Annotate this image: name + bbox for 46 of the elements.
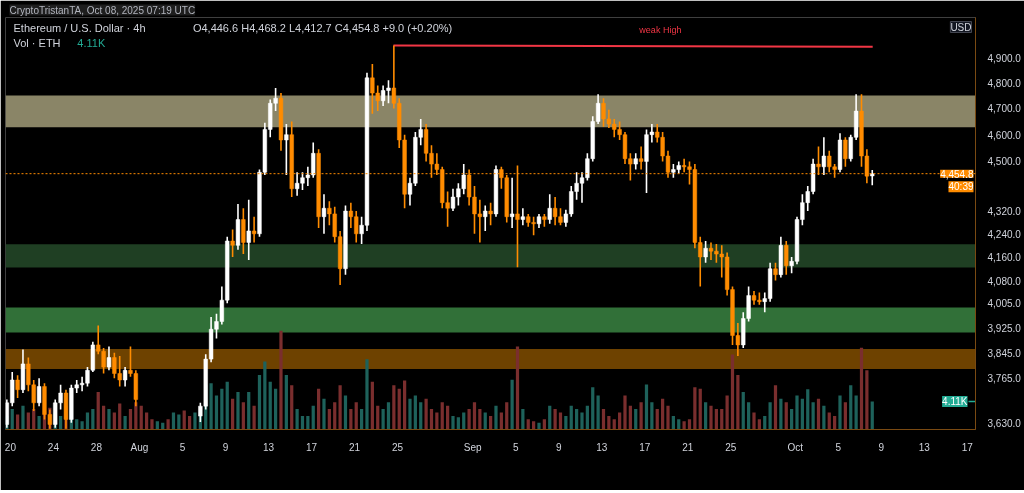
y-tick-label: 4,700.0 — [987, 103, 1022, 115]
x-tick-label: 17 — [305, 441, 318, 453]
y-tick-label: 3,765.0 — [987, 373, 1022, 385]
y-tick-label: 4,080.0 — [987, 275, 1022, 287]
y-tick-label: 4,320.0 — [987, 206, 1022, 218]
y2-tick-label: 4.11K — [942, 396, 968, 408]
y-tick-label: 4,005.0 — [987, 298, 1022, 310]
x-tick-label: 24 — [47, 441, 60, 453]
y-tick-label: 3,630.0 — [987, 417, 1022, 429]
annotation: weak High — [638, 25, 682, 36]
x-tick-label: 5 — [835, 441, 842, 453]
text: CryptoTristanTA, Oct 08, 2025 07:19 UTC — [9, 4, 196, 16]
x-tick-label: 13 — [262, 441, 275, 453]
x-tick-label: 5 — [512, 441, 519, 453]
ref-line-label: 4,454.8 — [940, 168, 974, 180]
x-tick-label: 13 — [596, 441, 608, 453]
x-tick-label: 17 — [961, 441, 974, 453]
y-tick-label: 4,800.0 — [987, 77, 1022, 89]
x-tick-label: 28 — [90, 441, 103, 453]
y-axis-title: USD — [950, 21, 972, 33]
x-tick-label: 21 — [348, 441, 361, 453]
y-tick-label: 3,925.0 — [987, 322, 1022, 334]
chart-subtitle: O4,446.6 H4,468.2 L4,412.7 C4,454.8 +9.0 (+0.20%) — [192, 21, 453, 34]
x-tick-label: Sep — [463, 441, 483, 453]
x-tick-label: 21 — [682, 441, 694, 453]
x-tick-label: 13 — [918, 441, 931, 453]
x-tick-label: 25 — [725, 441, 737, 453]
x-tick-label: 9 — [878, 441, 885, 453]
y-tick-label: 4,500.0 — [987, 156, 1022, 168]
chart-title: Ethereum / U.S. Dollar · 4h — [13, 21, 146, 34]
x-tick-label: Oct — [787, 441, 804, 453]
y-tick-label: 4,160.0 — [987, 251, 1022, 263]
x-tick-label: 9 — [555, 441, 562, 453]
y-tick-label: 3,845.0 — [987, 347, 1022, 359]
y-tick-label: 4,240.0 — [987, 228, 1022, 240]
x-tick-label: 9 — [222, 441, 229, 453]
x-tick-label: Aug — [130, 441, 149, 453]
text: 4.11K — [77, 36, 106, 49]
x-tick-label: 25 — [391, 441, 404, 453]
y-tick-label: 4,900.0 — [987, 52, 1022, 64]
x-tick-label: 20 — [4, 441, 17, 453]
x-tick-label: 17 — [639, 441, 651, 453]
y-tick-label: 4,600.0 — [987, 129, 1022, 141]
y2-axis-title: Vol · ETH — [13, 36, 61, 49]
x-tick-label: 5 — [179, 441, 186, 453]
annotation: 40:39 — [948, 181, 974, 193]
